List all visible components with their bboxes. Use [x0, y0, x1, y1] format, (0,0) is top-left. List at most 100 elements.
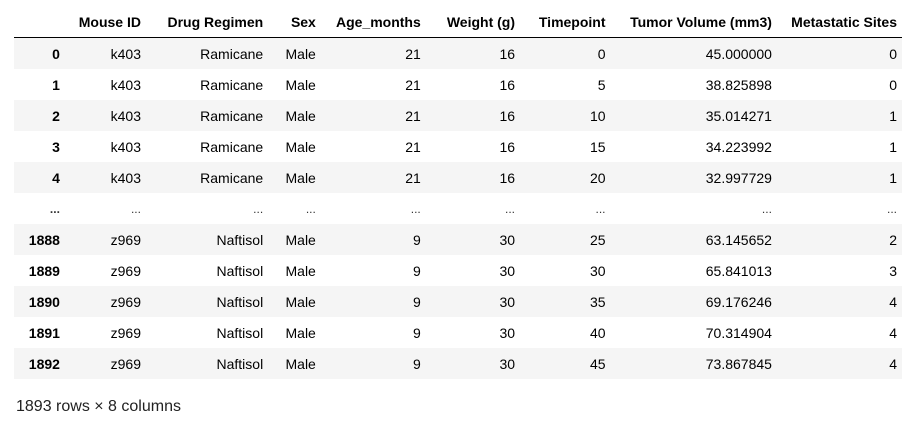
cell-timepoint: 30: [589, 262, 606, 279]
cell-metastatic-sites: 2: [889, 231, 897, 248]
cell-tumor-volume: 63.145652: [705, 231, 772, 248]
column-header-age-months: Age_months: [320, 7, 426, 38]
cell-mouse-id: z969: [110, 324, 141, 341]
cell-mouse-id: z969: [110, 262, 141, 279]
row-index: 4: [52, 169, 60, 186]
cell-age-months: 21: [405, 76, 421, 93]
dataframe-table: Mouse ID Drug Regimen Sex Age_months Wei…: [14, 7, 902, 379]
cell-tumor-volume: ...: [761, 201, 772, 216]
table-row: 1892 z969 Naftisol Male 9 30 45 73.867845 4: [14, 348, 902, 379]
cell-drug-regimen: Ramicane: [200, 76, 264, 93]
cell-drug-regimen: Ramicane: [200, 169, 264, 186]
header-row: Mouse ID Drug Regimen Sex Age_months Wei…: [14, 7, 902, 38]
cell-tumor-volume: 70.314904: [705, 324, 772, 341]
cell-timepoint: 5: [597, 76, 606, 93]
cell-weight: 30: [499, 262, 516, 279]
cell-sex: Male: [285, 45, 316, 62]
column-header-weight: Weight (g): [425, 7, 521, 38]
cell-sex: Male: [285, 107, 316, 124]
cell-age-months: 21: [405, 107, 421, 124]
row-index: 0: [52, 45, 60, 62]
cell-mouse-id: k403: [110, 76, 141, 93]
row-index: 1892: [28, 355, 60, 372]
cell-age-months: 21: [405, 45, 421, 62]
cell-metastatic-sites: 1: [889, 138, 897, 155]
cell-age-months: 9: [412, 324, 421, 341]
cell-tumor-volume: 38.825898: [705, 76, 772, 93]
cell-sex: Male: [285, 76, 316, 93]
column-header-tumor-volume: Tumor Volume (mm3): [610, 7, 777, 38]
cell-metastatic-sites: 0: [889, 76, 897, 93]
cell-tumor-volume: 32.997729: [705, 169, 772, 186]
row-index: 2: [52, 107, 60, 124]
cell-timepoint: 45: [589, 355, 606, 372]
cell-age-months: 21: [405, 138, 421, 155]
cell-mouse-id: z969: [110, 293, 141, 310]
cell-sex: Male: [285, 169, 316, 186]
cell-weight: 16: [499, 169, 516, 186]
table-row: 1 k403 Ramicane Male 21 16 5 38.825898 0: [14, 69, 902, 100]
cell-timepoint: 20: [589, 169, 606, 186]
cell-sex: ...: [305, 201, 316, 216]
row-index: 3: [52, 138, 60, 155]
cell-tumor-volume: 45.000000: [705, 45, 772, 62]
cell-timepoint: 15: [589, 138, 606, 155]
cell-mouse-id: ...: [130, 201, 141, 216]
cell-metastatic-sites: 4: [889, 293, 897, 310]
cell-mouse-id: z969: [110, 231, 141, 248]
cell-weight: 16: [499, 138, 516, 155]
row-index: ...: [49, 201, 60, 216]
cell-drug-regimen: ...: [253, 201, 264, 216]
cell-weight: 30: [499, 293, 516, 310]
cell-sex: Male: [285, 262, 316, 279]
cell-drug-regimen: Naftisol: [216, 355, 264, 372]
cell-drug-regimen: Naftisol: [216, 293, 264, 310]
cell-age-months: 9: [412, 293, 421, 310]
cell-metastatic-sites: 0: [889, 45, 897, 62]
cell-metastatic-sites: 4: [889, 324, 897, 341]
cell-metastatic-sites: 1: [889, 107, 897, 124]
cell-sex: Male: [285, 293, 316, 310]
cell-timepoint: 35: [589, 293, 606, 310]
column-header-sex: Sex: [268, 7, 321, 38]
cell-mouse-id: k403: [110, 107, 141, 124]
cell-timepoint: ...: [595, 201, 606, 216]
cell-tumor-volume: 69.176246: [705, 293, 772, 310]
cell-age-months: ...: [410, 201, 421, 216]
cell-weight: ...: [505, 201, 516, 216]
cell-weight: 16: [499, 45, 516, 62]
cell-timepoint: 0: [597, 45, 606, 62]
cell-metastatic-sites: 3: [889, 262, 897, 279]
cell-weight: 16: [499, 76, 516, 93]
cell-metastatic-sites: 1: [889, 169, 897, 186]
cell-sex: Male: [285, 138, 316, 155]
cell-timepoint: 10: [589, 107, 606, 124]
table-row: 1888 z969 Naftisol Male 9 30 25 63.145652 2: [14, 224, 902, 255]
column-header-metastatic-sites: Metastatic Sites: [776, 7, 902, 38]
cell-age-months: 9: [412, 231, 421, 248]
cell-tumor-volume: 73.867845: [705, 355, 772, 372]
cell-sex: Male: [285, 231, 316, 248]
cell-mouse-id: k403: [110, 138, 141, 155]
column-header-mouse-id: Mouse ID: [64, 7, 146, 38]
row-index: 1891: [28, 324, 60, 341]
cell-age-months: 9: [412, 355, 421, 372]
column-header-timepoint: Timepoint: [520, 7, 611, 38]
cell-drug-regimen: Naftisol: [216, 324, 264, 341]
dataframe-output: Mouse ID Drug Regimen Sex Age_months Wei…: [14, 7, 902, 415]
cell-drug-regimen: Ramicane: [200, 45, 264, 62]
table-row: 3 k403 Ramicane Male 21 16 15 34.223992 1: [14, 131, 902, 162]
table-row: 1891 z969 Naftisol Male 9 30 40 70.314904 4: [14, 317, 902, 348]
cell-drug-regimen: Ramicane: [200, 107, 264, 124]
cell-drug-regimen: Naftisol: [216, 262, 264, 279]
cell-weight: 30: [499, 324, 516, 341]
cell-sex: Male: [285, 324, 316, 341]
cell-tumor-volume: 65.841013: [705, 262, 772, 279]
table-row: 1889 z969 Naftisol Male 9 30 30 65.841013 3: [14, 255, 902, 286]
cell-sex: Male: [285, 355, 316, 372]
cell-weight: 16: [499, 107, 516, 124]
table-row: 1890 z969 Naftisol Male 9 30 35 69.176246 4: [14, 286, 902, 317]
cell-timepoint: 40: [589, 324, 606, 341]
cell-mouse-id: k403: [110, 169, 141, 186]
table-row: 4 k403 Ramicane Male 21 16 20 32.997729 1: [14, 162, 902, 193]
